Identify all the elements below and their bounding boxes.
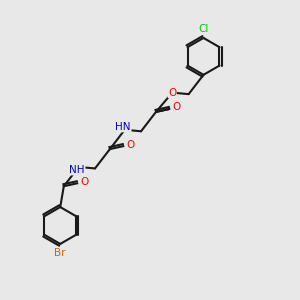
Text: NH: NH xyxy=(69,165,85,175)
Text: O: O xyxy=(127,140,135,150)
Text: Br: Br xyxy=(55,248,66,258)
Text: O: O xyxy=(168,88,176,98)
Text: O: O xyxy=(80,177,89,187)
Text: O: O xyxy=(172,103,181,112)
Text: Cl: Cl xyxy=(198,24,209,34)
Text: HN: HN xyxy=(116,122,131,132)
